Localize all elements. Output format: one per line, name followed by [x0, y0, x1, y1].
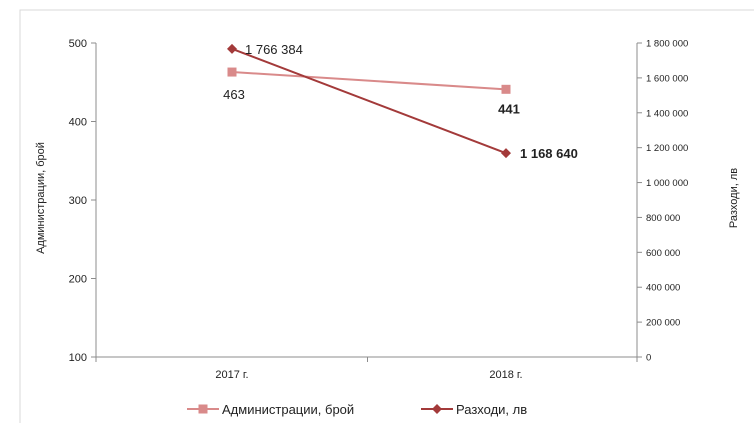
marker-administrations	[501, 84, 511, 94]
legend: Администрации, брой Разходи, лв	[187, 402, 527, 417]
marker-expenses	[227, 43, 237, 54]
axes: 100 200 300 400 500 0 200 000 400 000 600 000 800…	[69, 38, 689, 381]
y-right-tick-label: 400 000	[646, 283, 680, 294]
y-right-tick-label: 1 800 000	[646, 39, 688, 50]
legend-label-expenses: Разходи, лв	[456, 402, 527, 417]
x-tick-label: 2017 г.	[215, 369, 248, 381]
series-line-administrations	[231, 71, 507, 91]
y-right-tick-label: 1 600 000	[646, 73, 688, 84]
y-left-tick-label: 100	[69, 352, 87, 364]
y-right-tick-label: 800 000	[646, 213, 680, 224]
y-right-tick-label: 1 000 000	[646, 178, 688, 189]
y-left-tick-label: 300	[69, 195, 87, 207]
y-left-tick-label: 200	[69, 274, 87, 286]
y-right-tick-label: 600 000	[646, 248, 680, 259]
y-right-tick-label: 1 400 000	[646, 108, 688, 119]
series-markers	[227, 43, 511, 159]
y-left-tick-label: 500	[69, 38, 87, 50]
data-labels: 463 441 1 766 384 1 168 640	[223, 42, 578, 161]
data-label-expenses: 1 168 640	[520, 146, 578, 161]
y-right-tick-label: 0	[646, 353, 651, 364]
legend-label-administrations: Администрации, брой	[222, 402, 354, 417]
series-line-expenses	[231, 47, 507, 155]
legend-item-expenses: Разходи, лв	[421, 402, 527, 417]
y-right-axis-title: Разходи, лв	[728, 168, 740, 228]
data-label-expenses: 1 766 384	[245, 42, 303, 57]
marker-administrations	[227, 67, 237, 77]
legend-marker-square	[198, 404, 208, 414]
legend-item-administrations: Администрации, брой	[187, 402, 354, 417]
y-right-tick-label: 200 000	[646, 318, 680, 329]
series-lines	[231, 47, 507, 155]
y-left-axis-title: Администрации, брой	[35, 142, 47, 254]
data-label-administrations: 463	[223, 87, 245, 102]
chart-frame	[19, 9, 754, 428]
marker-expenses	[501, 148, 511, 159]
y-right-tick-label: 1 200 000	[646, 143, 688, 154]
data-label-administrations: 441	[498, 101, 520, 116]
x-tick-label: 2018 г.	[489, 369, 522, 381]
legend-marker-diamond	[432, 404, 442, 414]
y-left-tick-label: 400	[69, 117, 87, 129]
